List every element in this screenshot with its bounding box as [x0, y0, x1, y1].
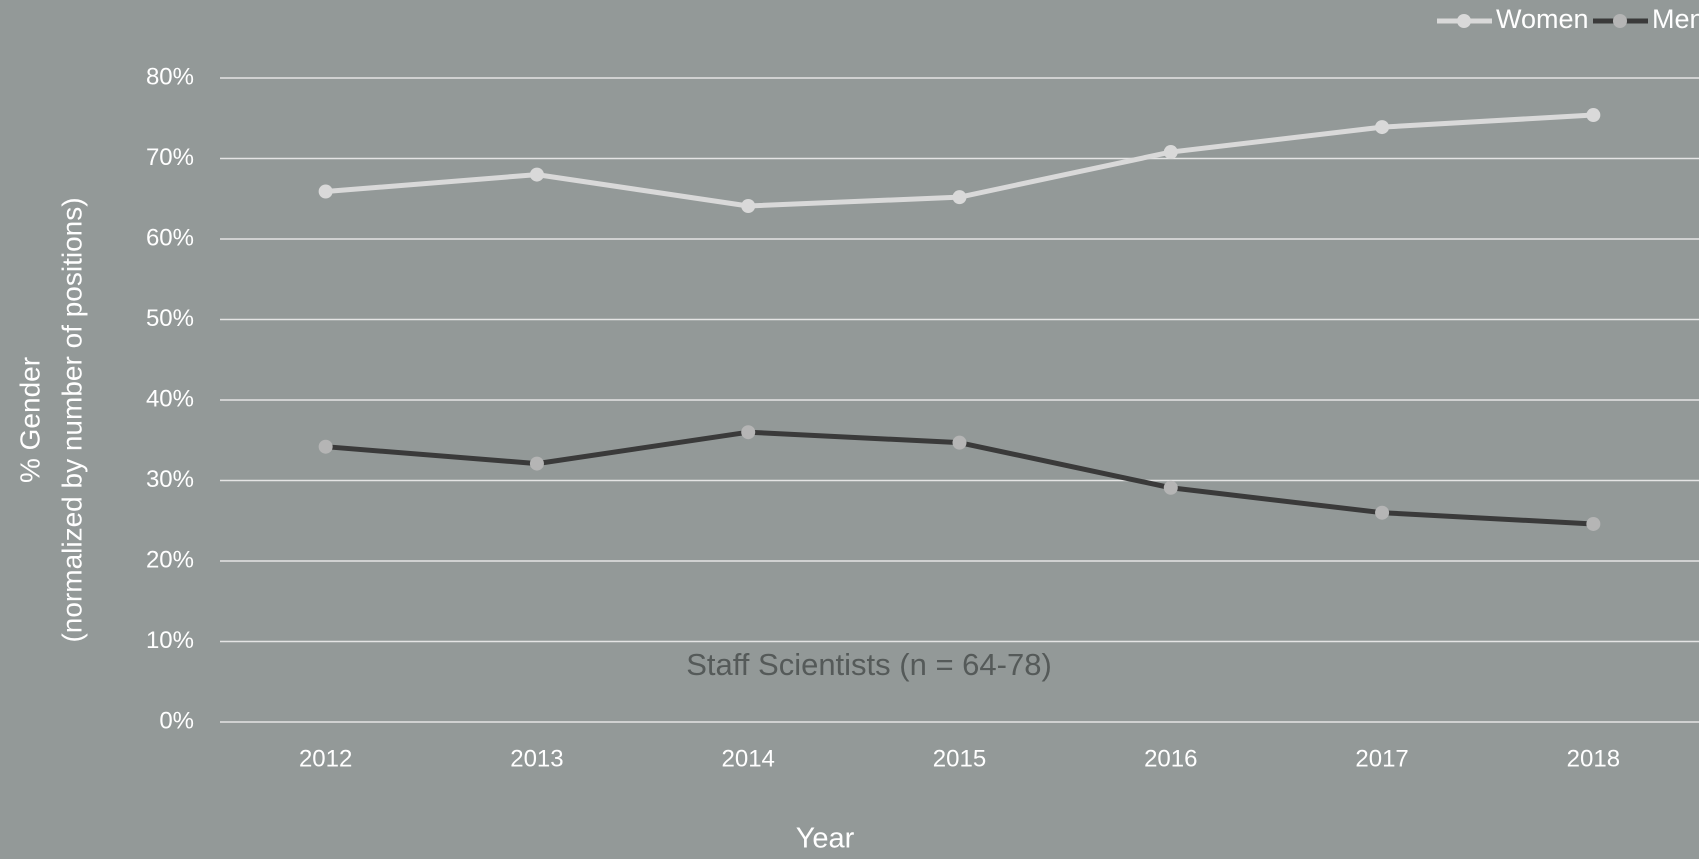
y-axis-label: (normalized by number of positions) [56, 197, 87, 642]
y-tick-label: 50% [146, 305, 194, 332]
series-marker [741, 425, 756, 440]
series-marker [318, 184, 333, 199]
series-marker [529, 167, 544, 182]
x-tick-label: 2016 [1144, 745, 1197, 772]
y-tick-label: 10% [146, 627, 194, 654]
series-marker [741, 198, 756, 213]
y-tick-label: 30% [146, 466, 194, 493]
y-tick-label: 0% [159, 707, 194, 734]
legend-marker [1613, 14, 1627, 28]
series-marker [1163, 145, 1178, 160]
legend-label: Men [1652, 4, 1699, 34]
series-marker [1375, 120, 1390, 135]
annotation: Staff Scientists (n = 64-78) [686, 647, 1052, 682]
y-tick-label: 40% [146, 385, 194, 412]
x-tick-label: 2012 [299, 745, 352, 772]
series-marker [529, 456, 544, 471]
y-tick-label: 60% [146, 224, 194, 251]
x-tick-label: 2013 [510, 745, 563, 772]
series-marker [1586, 108, 1601, 123]
series-marker [1163, 480, 1178, 495]
legend-marker [1457, 14, 1471, 28]
x-tick-label: 2017 [1355, 745, 1408, 772]
x-tick-label: 2015 [933, 745, 986, 772]
y-tick-label: 80% [146, 63, 194, 90]
series-marker [1375, 505, 1390, 520]
y-tick-label: 20% [146, 546, 194, 573]
series-marker [952, 190, 967, 205]
legend-label: Women [1496, 4, 1589, 34]
series-marker [318, 439, 333, 454]
series-marker [1586, 516, 1601, 531]
y-tick-label: 70% [146, 144, 194, 171]
series-marker [952, 435, 967, 450]
x-tick-label: 2018 [1567, 745, 1620, 772]
y-axis-label: % Gender [14, 357, 45, 483]
x-tick-label: 2014 [722, 745, 775, 772]
x-axis-label: Year [796, 823, 855, 855]
